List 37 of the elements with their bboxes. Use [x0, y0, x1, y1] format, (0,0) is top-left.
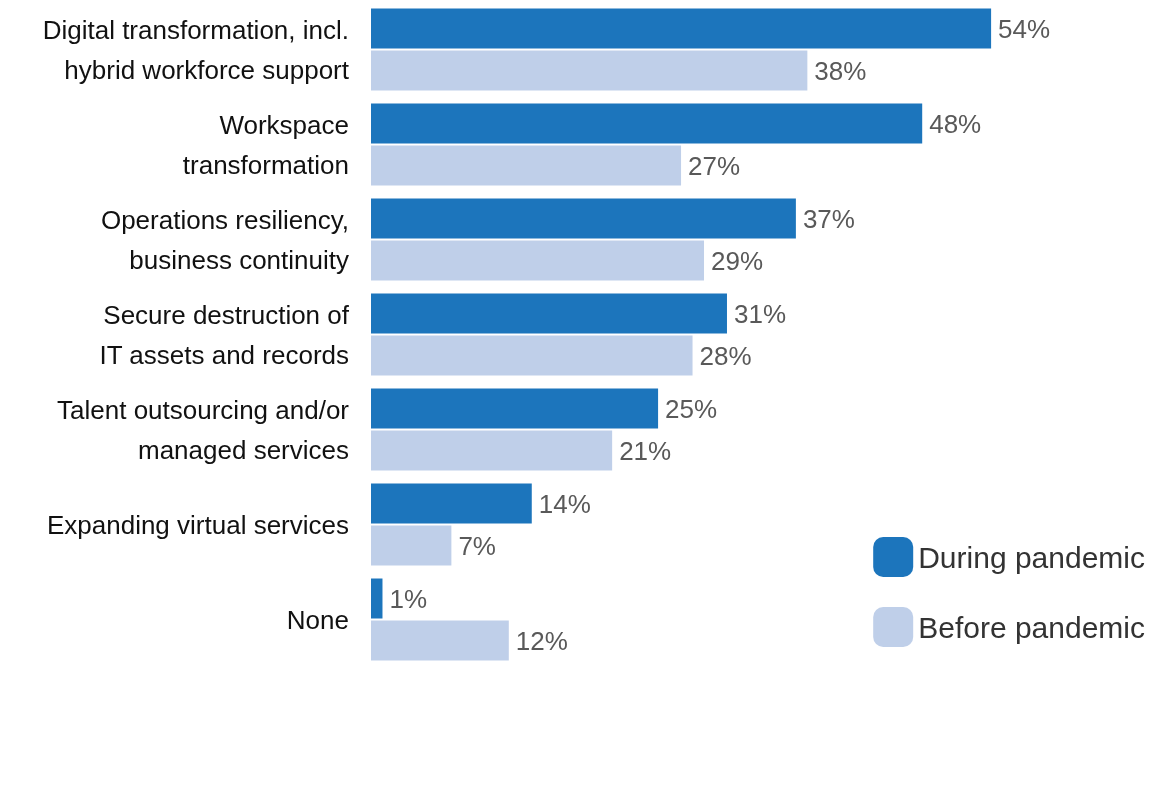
data-label: 54%	[998, 13, 1051, 44]
bar	[371, 50, 808, 91]
data-label: 21%	[619, 435, 672, 466]
y-tick-label: None	[286, 604, 349, 635]
legend-label: Before pandemic	[918, 610, 1146, 644]
data-label: 14%	[538, 488, 591, 519]
y-tick-label: Digital transformation, incl. hybrid workforce support	[42, 14, 350, 85]
data-label: 38%	[814, 55, 867, 86]
bar	[371, 240, 705, 281]
data-label: 25%	[665, 393, 718, 424]
bar	[371, 525, 452, 566]
bar	[371, 145, 682, 186]
bar	[371, 335, 693, 376]
data-label: 7%	[458, 530, 496, 561]
bar	[371, 8, 992, 49]
bar	[371, 103, 923, 144]
bar	[371, 388, 659, 429]
bar	[371, 578, 383, 619]
y-tick-label: Workspace transformation	[182, 109, 349, 180]
data-label: 27%	[688, 150, 741, 181]
legend-label: During pandemic	[918, 540, 1145, 574]
y-tick-label: Talent outsourcing and/or managed services	[57, 394, 350, 465]
data-label: 12%	[515, 625, 568, 656]
y-tick-label: Secure destruction of IT assets and records	[99, 299, 350, 370]
data-label: 1%	[389, 583, 428, 614]
y-tick-label: Operations resiliency, business continuity	[100, 204, 349, 275]
bar	[371, 293, 727, 334]
bar	[371, 198, 796, 239]
data-label: 28%	[699, 340, 752, 371]
data-label: 37%	[802, 203, 855, 234]
data-label: 48%	[929, 108, 982, 139]
data-label: 31%	[733, 298, 787, 329]
bar	[371, 620, 509, 661]
data-label: 29%	[711, 245, 764, 276]
bar	[371, 483, 532, 524]
bar	[371, 430, 613, 471]
y-tick-label: Expanding virtual services	[46, 509, 349, 540]
